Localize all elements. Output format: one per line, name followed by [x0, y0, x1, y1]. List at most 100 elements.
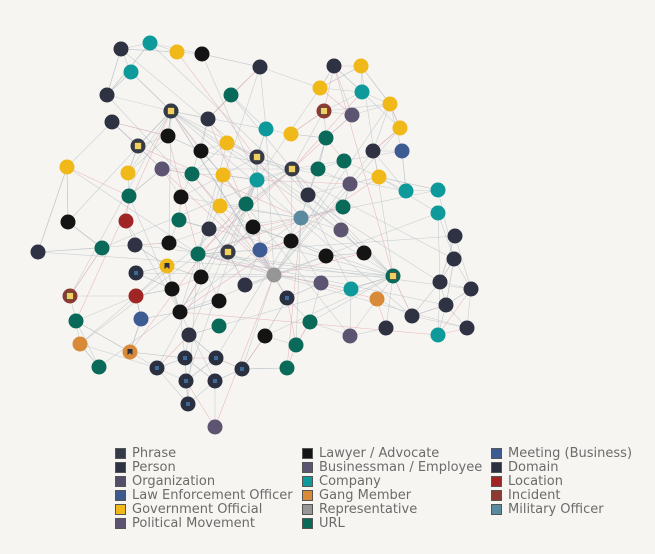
- graph-node[interactable]: [313, 275, 329, 291]
- graph-node[interactable]: [300, 187, 316, 203]
- graph-node[interactable]: [207, 419, 223, 435]
- graph-node[interactable]: [283, 126, 299, 142]
- graph-node[interactable]: [252, 242, 268, 258]
- graph-node[interactable]: [99, 87, 115, 103]
- graph-node[interactable]: [211, 318, 227, 334]
- graph-node[interactable]: [142, 35, 158, 51]
- graph-node[interactable]: [59, 159, 75, 175]
- graph-node[interactable]: [220, 244, 236, 260]
- graph-node[interactable]: [288, 337, 304, 353]
- graph-node[interactable]: [284, 161, 300, 177]
- graph-node[interactable]: [438, 297, 454, 313]
- graph-node[interactable]: [430, 182, 446, 198]
- graph-node[interactable]: [121, 188, 137, 204]
- graph-node[interactable]: [164, 281, 180, 297]
- graph-node[interactable]: [245, 219, 261, 235]
- graph-node[interactable]: [392, 120, 408, 136]
- graph-node[interactable]: [113, 41, 129, 57]
- graph-node[interactable]: [446, 251, 462, 267]
- graph-node[interactable]: [128, 288, 144, 304]
- graph-node[interactable]: [159, 258, 175, 274]
- graph-node[interactable]: [257, 328, 273, 344]
- graph-node[interactable]: [180, 396, 196, 412]
- graph-node[interactable]: [207, 373, 223, 389]
- graph-node[interactable]: [177, 350, 193, 366]
- graph-node[interactable]: [279, 290, 295, 306]
- graph-node[interactable]: [172, 304, 188, 320]
- graph-node[interactable]: [234, 361, 250, 377]
- graph-node[interactable]: [258, 121, 274, 137]
- graph-node[interactable]: [68, 313, 84, 329]
- graph-node[interactable]: [356, 245, 372, 261]
- graph-node[interactable]: [354, 84, 370, 100]
- graph-node[interactable]: [190, 246, 206, 262]
- graph-node[interactable]: [212, 198, 228, 214]
- graph-node[interactable]: [171, 212, 187, 228]
- graph-node[interactable]: [215, 167, 231, 183]
- graph-node[interactable]: [342, 328, 358, 344]
- graph-node[interactable]: [104, 114, 120, 130]
- graph-node[interactable]: [316, 103, 332, 119]
- graph-node[interactable]: [279, 360, 295, 376]
- graph-node[interactable]: [312, 80, 328, 96]
- graph-node[interactable]: [127, 237, 143, 253]
- graph-node[interactable]: [133, 311, 149, 327]
- graph-node[interactable]: [238, 196, 254, 212]
- graph-node[interactable]: [463, 281, 479, 297]
- graph-node[interactable]: [193, 143, 209, 159]
- graph-node[interactable]: [404, 308, 420, 324]
- graph-node[interactable]: [62, 288, 78, 304]
- graph-node[interactable]: [459, 320, 475, 336]
- graph-node[interactable]: [394, 143, 410, 159]
- graph-node[interactable]: [283, 233, 299, 249]
- network-graph[interactable]: [0, 0, 655, 440]
- graph-nodes[interactable]: [30, 35, 479, 435]
- graph-node[interactable]: [335, 199, 351, 215]
- graph-node[interactable]: [430, 205, 446, 221]
- graph-node[interactable]: [149, 360, 165, 376]
- graph-node[interactable]: [184, 166, 200, 182]
- graph-node[interactable]: [160, 128, 176, 144]
- graph-node[interactable]: [193, 269, 209, 285]
- graph-node[interactable]: [293, 210, 309, 226]
- graph-node[interactable]: [120, 165, 136, 181]
- graph-node[interactable]: [378, 320, 394, 336]
- graph-node[interactable]: [326, 58, 342, 74]
- graph-node[interactable]: [432, 274, 448, 290]
- graph-node[interactable]: [94, 240, 110, 256]
- graph-node[interactable]: [208, 350, 224, 366]
- graph-node[interactable]: [163, 103, 179, 119]
- graph-node[interactable]: [178, 373, 194, 389]
- graph-node[interactable]: [369, 291, 385, 307]
- graph-node[interactable]: [200, 111, 216, 127]
- graph-node[interactable]: [430, 327, 446, 343]
- graph-node[interactable]: [128, 265, 144, 281]
- graph-node[interactable]: [382, 96, 398, 112]
- graph-node[interactable]: [169, 44, 185, 60]
- graph-node[interactable]: [154, 161, 170, 177]
- graph-node[interactable]: [194, 46, 210, 62]
- graph-node[interactable]: [333, 222, 349, 238]
- graph-node[interactable]: [219, 135, 235, 151]
- graph-node[interactable]: [223, 87, 239, 103]
- graph-node[interactable]: [118, 213, 134, 229]
- graph-node[interactable]: [249, 172, 265, 188]
- graph-node[interactable]: [343, 281, 359, 297]
- graph-node[interactable]: [60, 214, 76, 230]
- graph-node[interactable]: [266, 267, 282, 283]
- graph-node[interactable]: [318, 248, 334, 264]
- graph-node[interactable]: [365, 143, 381, 159]
- graph-node[interactable]: [237, 277, 253, 293]
- graph-node[interactable]: [252, 59, 268, 75]
- graph-node[interactable]: [318, 130, 334, 146]
- graph-node[interactable]: [122, 344, 138, 360]
- graph-node[interactable]: [447, 228, 463, 244]
- graph-node[interactable]: [201, 221, 217, 237]
- graph-node[interactable]: [310, 161, 326, 177]
- graph-node[interactable]: [344, 107, 360, 123]
- graph-node[interactable]: [130, 138, 146, 154]
- graph-node[interactable]: [353, 58, 369, 74]
- graph-node[interactable]: [336, 153, 352, 169]
- graph-node[interactable]: [371, 169, 387, 185]
- graph-node[interactable]: [72, 336, 88, 352]
